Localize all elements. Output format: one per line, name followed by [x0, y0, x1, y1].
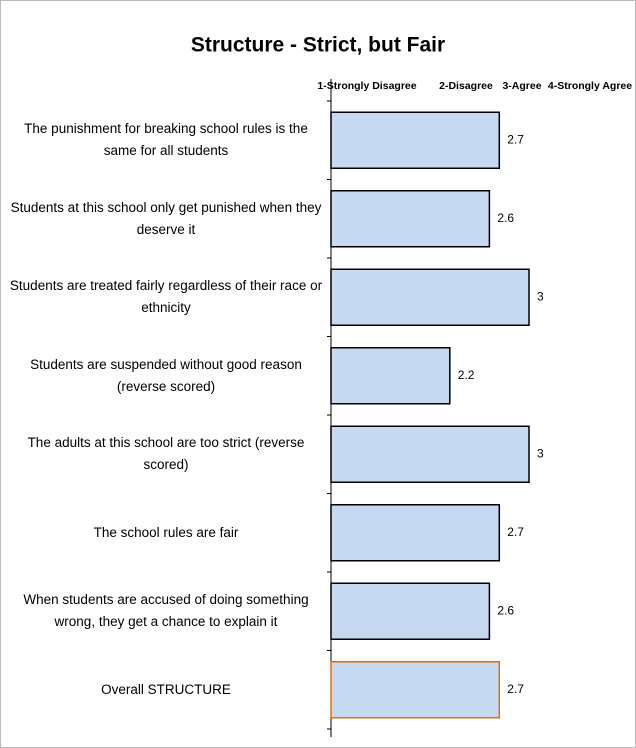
bar: [330, 425, 530, 483]
value-label: 2.6: [497, 603, 514, 617]
category-label: The punishment for breaking school rules…: [24, 121, 308, 159]
bar: [330, 111, 501, 169]
value-label: 2.7: [507, 525, 524, 539]
bar: [330, 268, 530, 326]
scale-label: 2-Disagree: [439, 80, 493, 92]
scale-label: 4-Strongly Agree: [548, 80, 632, 92]
scale-label: 1-Strongly Disagree: [317, 80, 416, 92]
bar: [330, 504, 501, 562]
category-label: The school rules are fair: [93, 524, 239, 540]
category-label: When students are accused of doing somet…: [23, 592, 309, 630]
bar: [330, 347, 451, 405]
category-label: Overall STRUCTURE: [101, 681, 231, 697]
bar: [330, 582, 491, 640]
chart-title: Structure - Strict, but Fair: [191, 34, 445, 57]
bar: [330, 190, 491, 248]
bar: [330, 661, 501, 719]
category-label: The adults at this school are too strict…: [27, 435, 305, 473]
category-label: Students are suspended without good reas…: [30, 356, 302, 394]
category-label: Students at this school only get punishe…: [10, 199, 322, 237]
value-label: 3: [537, 446, 544, 460]
value-label: 3: [537, 289, 544, 303]
scale-label: 3-Agree: [502, 80, 541, 92]
value-label: 2.7: [507, 682, 524, 696]
value-label: 2.6: [497, 211, 514, 225]
value-label: 2.2: [458, 368, 475, 382]
category-label: Students are treated fairly regardless o…: [9, 278, 323, 316]
value-label: 2.7: [507, 132, 524, 146]
